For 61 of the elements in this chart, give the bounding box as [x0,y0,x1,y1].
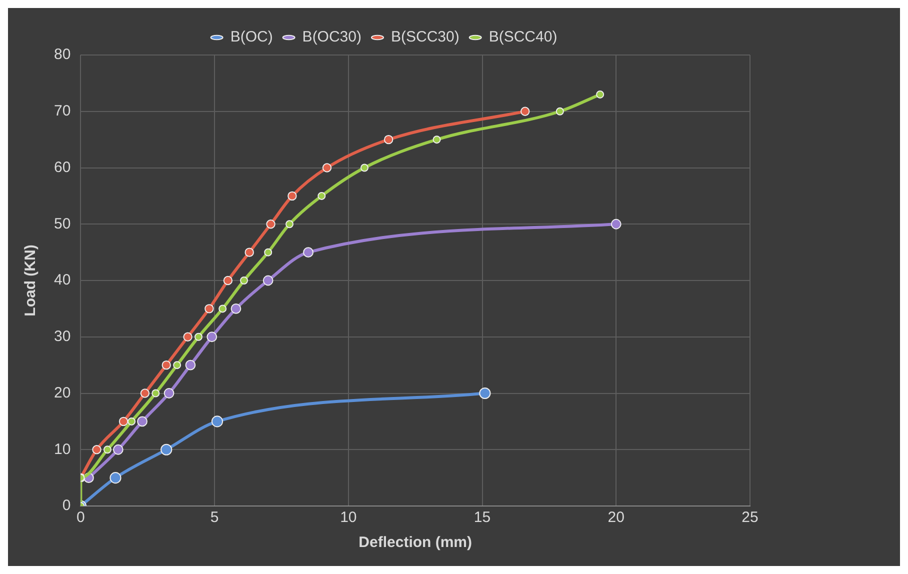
y-tick-label: 60 [54,158,71,176]
point [183,332,192,342]
point [128,417,136,426]
x-tick-label: 20 [608,509,624,526]
x-tick-label: 25 [742,509,758,526]
point [244,248,254,257]
point [173,361,182,370]
legend-label: B(OC30) [302,28,362,46]
point [152,389,160,398]
point [92,445,102,454]
y-tick-label: 30 [54,328,71,346]
point [610,218,622,230]
x-tick-label: 15 [474,509,491,526]
point [140,388,150,398]
point [194,332,202,341]
point [288,191,297,201]
point [384,134,394,144]
point [556,107,564,116]
y-tick-label: 80 [54,46,71,64]
legend-label: B(SCC40) [488,28,558,46]
point [112,444,124,455]
y-tick-label: 10 [54,440,71,458]
point [118,416,128,426]
point [360,164,368,172]
y-tick-label: 20 [54,384,71,402]
x-tick-label: 10 [340,509,357,526]
x-tick-label: 0 [76,509,85,526]
legend-label: B(SCC30) [390,28,460,46]
point [322,163,332,172]
point [206,332,218,342]
point [262,275,274,286]
point [596,90,604,98]
point [264,248,272,256]
y-tick-label: 0 [62,497,71,514]
point [432,136,441,144]
point [318,192,326,200]
point [266,220,276,229]
y-tick-label: 70 [54,102,71,120]
point [137,416,148,427]
point [160,444,172,456]
x-axis-title: Deflection (mm) [358,534,472,552]
legend-label: B(OC) [230,28,273,46]
y-axis-title: Load (KN) [22,244,40,316]
point [162,360,171,370]
y-tick-label: 50 [54,215,71,232]
point [286,220,294,228]
point [240,276,248,284]
y-tick-label: 40 [54,272,71,289]
point [103,446,112,454]
point [204,304,214,314]
point [211,416,224,428]
point [164,388,174,398]
point [230,303,242,314]
point [479,387,491,400]
point [223,276,233,286]
point [185,360,196,370]
point [110,472,122,484]
point [520,106,530,116]
point [303,247,314,258]
point [218,304,227,313]
x-tick-label: 5 [210,509,219,526]
